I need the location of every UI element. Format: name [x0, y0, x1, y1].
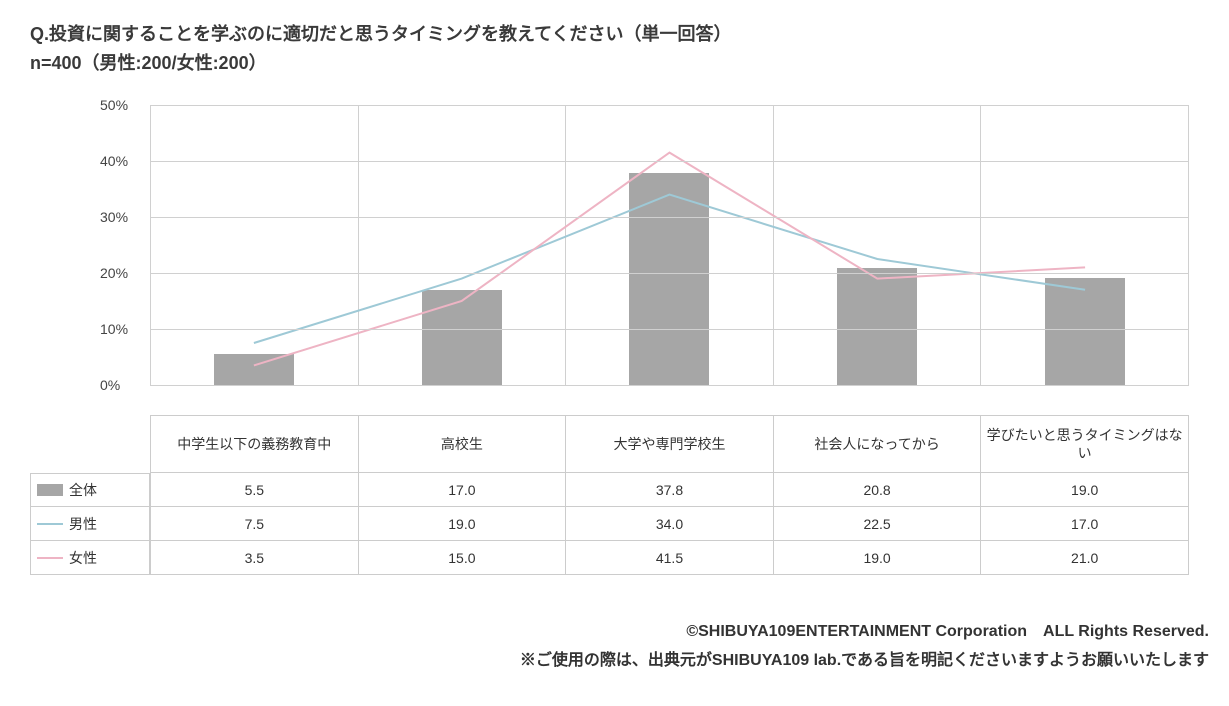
data-cell: 21.0: [980, 541, 1189, 575]
data-cell: 22.5: [773, 507, 981, 541]
plot-area: 0%10%20%30%40%50%: [150, 105, 1189, 385]
bar-slot: [150, 105, 358, 385]
footer-credits: ©SHIBUYA109ENTERTAINMENT Corporation ALL…: [520, 618, 1209, 676]
data-cell: 19.0: [773, 541, 981, 575]
data-cell: 7.5: [150, 507, 358, 541]
y-axis-label: 50%: [100, 97, 128, 113]
y-axis-label: 10%: [100, 321, 128, 337]
bar-slot: [980, 105, 1189, 385]
legend-swatch-bar: [37, 484, 63, 496]
data-cell: 3.5: [150, 541, 358, 575]
y-axis-label: 30%: [100, 209, 128, 225]
data-cell: 37.8: [565, 473, 773, 507]
gridline: [150, 329, 1189, 330]
data-cell: 17.0: [980, 507, 1189, 541]
title-block: Q.投資に関することを学ぶのに適切だと思うタイミングを教えてください（単一回答）…: [30, 20, 1199, 75]
data-cell: 41.5: [565, 541, 773, 575]
chart-title: Q.投資に関することを学ぶのに適切だと思うタイミングを教えてください（単一回答）: [30, 20, 1199, 49]
data-row-total: 全体5.517.037.820.819.0: [30, 473, 1189, 507]
bar: [837, 268, 917, 384]
bar-slot: [358, 105, 566, 385]
category-label: 高校生: [358, 415, 566, 473]
chart-area: 0%10%20%30%40%50%: [90, 105, 1189, 415]
y-axis-label: 20%: [100, 265, 128, 281]
footer-line-1: ©SHIBUYA109ENTERTAINMENT Corporation ALL…: [520, 618, 1209, 647]
category-label: 社会人になってから: [773, 415, 981, 473]
bar: [629, 173, 709, 385]
category-label: 大学や専門学校生: [565, 415, 773, 473]
data-cell: 17.0: [358, 473, 566, 507]
gridline: [150, 385, 1189, 386]
data-cell: 19.0: [358, 507, 566, 541]
data-row-female: 女性3.515.041.519.021.0: [30, 541, 1189, 575]
legend-swatch-line: [37, 523, 63, 525]
category-row: 中学生以下の義務教育中高校生大学や専門学校生社会人になってから学びたいと思うタイ…: [150, 415, 1189, 473]
bar: [1045, 278, 1125, 384]
chart-wrap: 0%10%20%30%40%50% 中学生以下の義務教育中高校生大学や専門学校生…: [90, 105, 1189, 575]
category-label: 学びたいと思うタイミングはない: [980, 415, 1189, 473]
category-label: 中学生以下の義務教育中: [150, 415, 358, 473]
bar: [422, 290, 502, 385]
gridline: [150, 273, 1189, 274]
y-axis-label: 40%: [100, 153, 128, 169]
chart-subtitle: n=400（男性:200/女性:200）: [30, 49, 1199, 75]
data-cell: 5.5: [150, 473, 358, 507]
gridline: [150, 105, 1189, 106]
gridline: [150, 161, 1189, 162]
data-cell: 20.8: [773, 473, 981, 507]
data-cell: 15.0: [358, 541, 566, 575]
footer-line-2: ※ご使用の際は、出典元がSHIBUYA109 lab.である旨を明記くださいます…: [520, 647, 1209, 676]
data-row-male: 男性7.519.034.022.517.0: [30, 507, 1189, 541]
y-axis-label: 0%: [100, 377, 120, 393]
legend-swatch-line: [37, 557, 63, 559]
bar: [214, 354, 294, 385]
bars-container: [150, 105, 1189, 385]
data-cell: 19.0: [980, 473, 1189, 507]
bar-slot: [565, 105, 773, 385]
data-cell: 34.0: [565, 507, 773, 541]
bar-slot: [773, 105, 981, 385]
gridline: [150, 217, 1189, 218]
